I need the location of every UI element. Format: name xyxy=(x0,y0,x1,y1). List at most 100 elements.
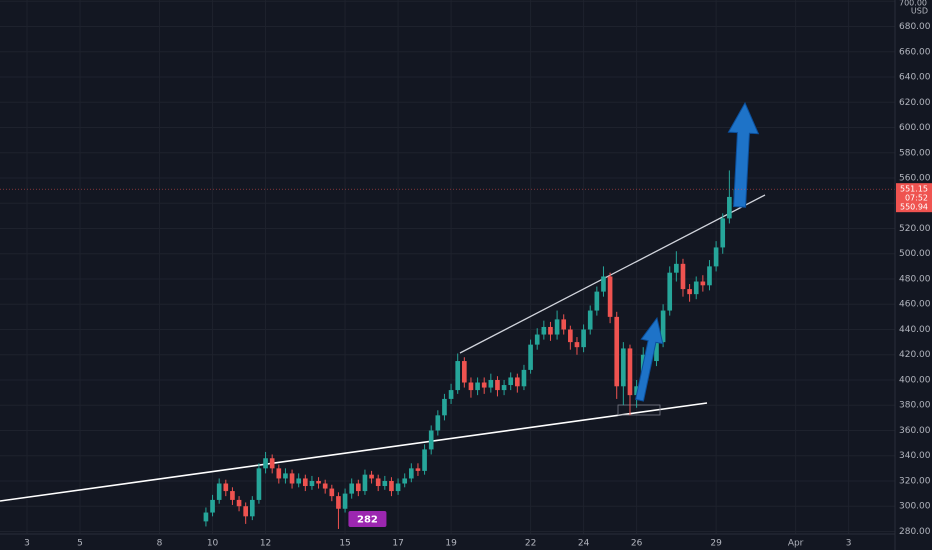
candle-body xyxy=(528,344,533,370)
candle-body xyxy=(607,276,613,317)
candle-body xyxy=(322,483,328,489)
candle-body xyxy=(587,310,593,330)
x-tick-label: 26 xyxy=(631,539,643,549)
x-tick-label: 12 xyxy=(260,539,271,549)
candle-body xyxy=(395,483,401,492)
candle-body xyxy=(369,474,374,479)
candle-body xyxy=(515,377,520,387)
candle-body xyxy=(521,369,527,387)
countdown-label: 07:52 xyxy=(905,194,928,203)
candle-body xyxy=(382,480,388,487)
candle-body xyxy=(693,281,699,295)
axes: 3 5 8 10 12 15 17 19 22 24 26 29 Apr 3 280.00 300.00 320… xyxy=(24,0,932,549)
y-tick-label: 600.00 xyxy=(899,123,931,133)
candle-body xyxy=(362,474,368,492)
x-tick-label: 5 xyxy=(77,539,83,549)
x-tick-label: 3 xyxy=(24,539,30,549)
candle-body xyxy=(289,473,295,484)
candle-body xyxy=(561,319,567,330)
candle-body xyxy=(402,478,408,484)
low-box xyxy=(617,404,661,416)
y-tick-label: 300.00 xyxy=(899,502,931,512)
candle-body xyxy=(203,512,209,522)
candle-body xyxy=(435,415,441,431)
y-tick-label: 520.00 xyxy=(899,224,931,234)
candle-body xyxy=(210,499,215,513)
candle-body xyxy=(256,468,262,500)
candles xyxy=(203,170,739,529)
x-tick-label: 10 xyxy=(207,539,219,549)
candle-body xyxy=(554,319,560,335)
candle-body xyxy=(468,382,474,391)
candle-body xyxy=(336,496,341,509)
candle-body xyxy=(475,382,480,391)
candle-body xyxy=(462,361,467,383)
candle-body xyxy=(720,218,726,248)
candle-body xyxy=(216,483,222,500)
last-price-box xyxy=(896,183,932,213)
candle-body xyxy=(548,326,553,335)
upper-trendline xyxy=(459,194,766,354)
candle-body xyxy=(508,377,514,386)
candle-body xyxy=(243,506,249,517)
overlay: 282 xyxy=(0,188,895,527)
candle-body xyxy=(667,272,673,311)
candle-body xyxy=(634,386,639,396)
candle-body xyxy=(316,480,321,484)
y-tick-label: 320.00 xyxy=(899,476,931,486)
y-tick-label: 280.00 xyxy=(899,527,931,537)
candle-body xyxy=(680,263,686,290)
candle-body xyxy=(481,382,487,388)
candle-body xyxy=(249,499,255,517)
candle-body xyxy=(329,488,335,497)
y-tick-label: 420.00 xyxy=(899,350,931,360)
x-tick-label: 8 xyxy=(157,539,163,549)
candle-body xyxy=(375,478,381,487)
arrow-shape xyxy=(727,101,760,208)
candle-body xyxy=(223,483,229,492)
y-tick-label: 560.00 xyxy=(899,174,931,184)
arrow xyxy=(727,101,760,208)
y-tick-label: 380.00 xyxy=(899,401,931,411)
y-tick-label: 460.00 xyxy=(899,300,931,310)
candle-body xyxy=(574,342,580,348)
candle-body xyxy=(713,247,719,267)
low-label: 282 xyxy=(357,514,378,525)
y-tick-label: 340.00 xyxy=(899,451,931,461)
support-trendline xyxy=(0,402,708,502)
candle-body xyxy=(727,196,732,219)
y-tick-label: 400.00 xyxy=(899,375,931,385)
low-label-box xyxy=(348,510,387,527)
candle-body xyxy=(581,329,586,348)
y-tick-label: 500.00 xyxy=(899,249,931,259)
candle-body xyxy=(230,491,235,500)
candle-body xyxy=(276,468,282,479)
x-tick-label: 17 xyxy=(392,539,403,549)
candle-body xyxy=(660,310,666,343)
candle-body xyxy=(687,289,692,295)
candle-body xyxy=(495,379,500,391)
x-tick-label: 15 xyxy=(339,539,350,549)
candle-body xyxy=(488,379,494,388)
candle-body xyxy=(455,361,461,391)
candle-body xyxy=(263,458,268,469)
candle-body xyxy=(534,334,540,345)
y-tick-label: 700.00 xyxy=(899,0,927,8)
second-price-label: 550.94 xyxy=(900,203,928,212)
candle-body xyxy=(707,266,712,286)
candle-body xyxy=(389,480,394,492)
y-tick-label: 360.00 xyxy=(899,426,931,436)
y-tick-label: 580.00 xyxy=(899,148,931,158)
candle-body xyxy=(674,263,679,273)
candle-body xyxy=(700,281,706,286)
arrow xyxy=(635,316,664,402)
x-tick-label: 22 xyxy=(525,539,536,549)
y-tick-label: 620.00 xyxy=(899,98,931,108)
x-tick-label: 24 xyxy=(578,539,590,549)
candle-body xyxy=(296,478,302,484)
last-price-label: 551.15 xyxy=(900,185,928,194)
x-tick-label: 29 xyxy=(710,539,722,549)
y-tick-label: 480.00 xyxy=(899,274,931,284)
x-tick-label: Apr xyxy=(788,539,804,549)
